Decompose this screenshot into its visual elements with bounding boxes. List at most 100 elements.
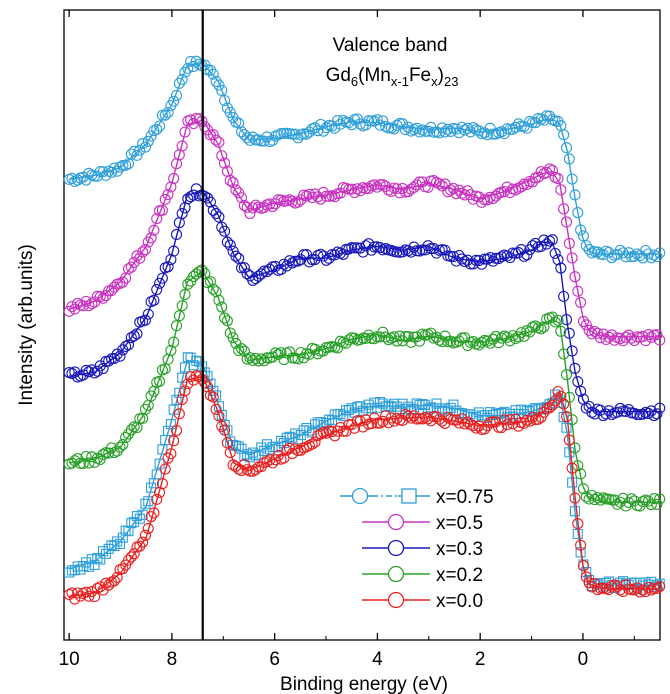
data-point <box>250 199 262 211</box>
data-point <box>334 118 346 130</box>
data-point <box>422 181 434 193</box>
data-point <box>563 434 575 446</box>
data-point <box>190 183 202 195</box>
data-point <box>642 581 654 594</box>
data-point <box>586 406 598 418</box>
data-point <box>247 354 259 367</box>
data-point <box>651 582 663 594</box>
data-point <box>94 165 106 178</box>
data-point <box>170 424 183 436</box>
data-point <box>324 414 335 425</box>
data-point <box>620 405 632 418</box>
data-point <box>177 372 188 383</box>
series-x=0.5-circle <box>63 112 666 347</box>
data-point <box>654 402 666 414</box>
data-point <box>563 327 575 339</box>
data-point <box>171 394 182 405</box>
data-point <box>501 331 513 343</box>
data-point <box>413 335 426 347</box>
data-point <box>614 496 626 508</box>
data-point <box>445 335 457 347</box>
data-point <box>399 408 411 420</box>
data-point <box>445 125 457 137</box>
data-point <box>78 561 89 572</box>
data-point <box>642 407 654 419</box>
data-point <box>329 122 341 134</box>
data-point <box>233 344 245 357</box>
data-point <box>512 420 525 432</box>
data-point <box>199 190 211 202</box>
data-point <box>216 84 228 97</box>
data-point <box>289 128 301 140</box>
data-point <box>456 253 468 265</box>
data-point <box>278 354 290 366</box>
data-point <box>159 463 171 475</box>
data-point <box>628 250 640 263</box>
x-tick-label: 6 <box>269 649 280 670</box>
data-point <box>97 362 109 375</box>
data-point <box>620 500 632 512</box>
data-point <box>569 362 581 374</box>
data-point <box>131 149 143 161</box>
data-point <box>532 413 544 425</box>
data-point <box>575 296 587 308</box>
data-point <box>289 443 301 455</box>
data-point <box>592 492 604 504</box>
data-point <box>69 455 81 467</box>
data-point <box>416 244 428 256</box>
data-point <box>120 340 132 352</box>
data-point <box>241 464 253 476</box>
data-point <box>162 261 174 273</box>
data-point <box>651 498 663 510</box>
series-x=0.75-circle <box>63 55 666 264</box>
data-point <box>348 187 361 199</box>
data-point <box>580 491 592 503</box>
data-point <box>365 417 378 430</box>
data-point <box>351 183 363 195</box>
data-point <box>645 499 657 511</box>
data-point <box>399 124 411 136</box>
data-point <box>563 391 575 403</box>
data-point <box>185 371 197 383</box>
data-point <box>535 240 547 252</box>
data-point <box>450 188 462 200</box>
data-point <box>567 477 578 488</box>
data-point <box>187 61 200 73</box>
data-point <box>462 122 474 134</box>
data-point <box>651 251 663 263</box>
legend-circle-marker <box>351 487 369 505</box>
data-point <box>648 492 660 505</box>
data-point <box>447 182 460 194</box>
data-point <box>594 582 606 595</box>
data-point <box>224 447 236 459</box>
data-point <box>307 427 318 438</box>
data-point <box>182 62 194 74</box>
data-point <box>207 129 219 141</box>
data-point <box>648 409 660 422</box>
data-point <box>139 314 151 326</box>
data-point <box>91 365 103 377</box>
data-point <box>634 586 646 598</box>
data-point <box>185 114 197 126</box>
data-point <box>478 194 491 206</box>
data-point <box>315 193 327 205</box>
data-point <box>281 444 293 456</box>
plot-frame <box>63 9 661 641</box>
data-point <box>637 252 649 264</box>
data-point <box>397 414 409 426</box>
data-point <box>552 173 564 185</box>
data-point <box>473 407 484 418</box>
x-tick-label: 8 <box>167 649 178 670</box>
data-point <box>546 164 558 177</box>
data-point <box>640 244 652 257</box>
data-point <box>137 509 148 520</box>
data-point <box>600 493 612 505</box>
data-point <box>233 441 244 452</box>
data-point <box>462 185 474 197</box>
series-x=0.2-circle <box>63 264 666 512</box>
data-point <box>405 183 417 195</box>
data-point <box>487 255 499 267</box>
data-point <box>558 290 570 302</box>
data-point <box>286 195 298 207</box>
data-point <box>580 319 592 331</box>
